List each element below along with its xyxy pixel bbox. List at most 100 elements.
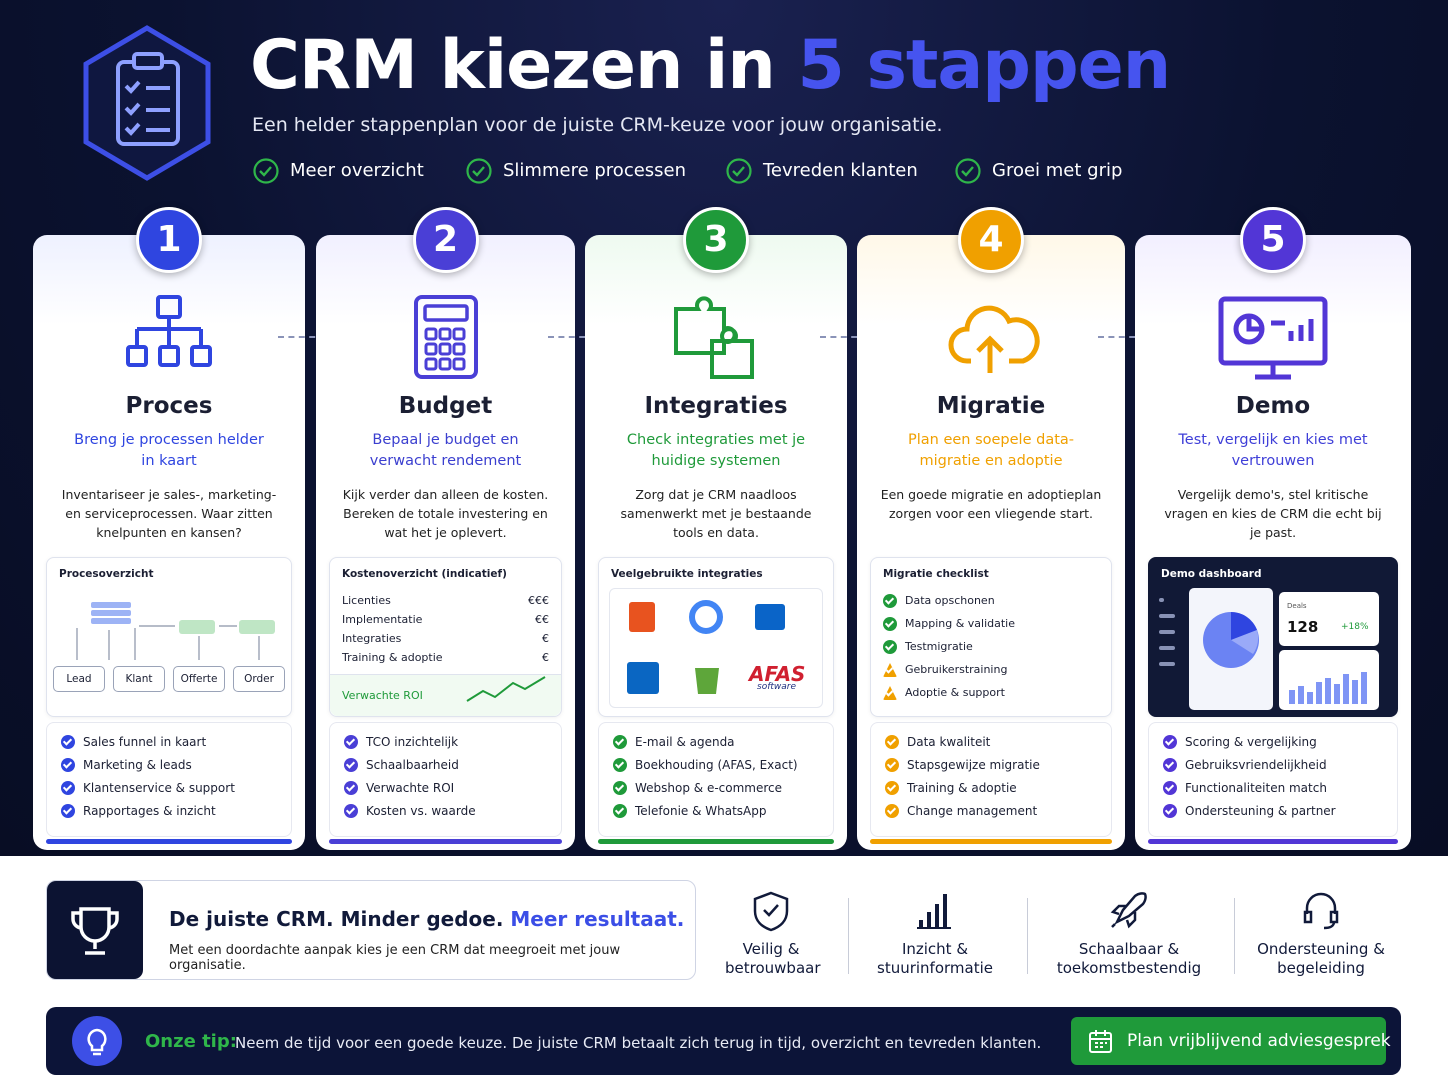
feature-icon: [1109, 890, 1149, 936]
title: CRM kiezen in 5 stappen: [250, 26, 1171, 105]
benefit-check: [954, 158, 982, 195]
step-icon-svg: [1218, 296, 1328, 380]
kpi-box: [1279, 592, 1379, 646]
check-text: Data kwaliteit: [907, 735, 991, 749]
process-node: Lead: [53, 666, 105, 692]
side-item: [1159, 630, 1175, 634]
process-node: Klant: [113, 666, 165, 692]
step-icon: [1217, 295, 1329, 389]
check-item: Boekhouding (AFAS, Exact): [613, 755, 798, 775]
kpi-value: 128: [1287, 618, 1319, 636]
afas-sub: software: [757, 682, 797, 692]
step-description: Zorg dat je CRM naadloos samenwerkt met …: [620, 487, 812, 540]
feature-label: Ondersteuning & begeleiding: [1257, 940, 1385, 977]
step-icon-svg: [948, 305, 1040, 373]
calendar-icon: [1089, 1030, 1112, 1053]
check-icon: [344, 735, 358, 749]
feature-icon-svg: [917, 894, 951, 929]
accent-bar: [46, 839, 292, 844]
step-number: 5: [1240, 207, 1306, 273]
feature-icon-svg: [1303, 892, 1339, 930]
check-item: Verwachte ROI: [344, 778, 454, 798]
step-panel: Migratie checklist Data opschonen Mapping …: [870, 557, 1112, 717]
check-icon: [1163, 735, 1177, 749]
cost-value: €: [542, 651, 549, 664]
feature-label: Veilig & betrouwbaar: [725, 940, 821, 977]
benefit: Slimmere processen: [465, 157, 686, 185]
feature-label: Schaalbaar & toekomstbestendig: [1056, 940, 1202, 977]
benefit-check-svg: [955, 158, 981, 184]
step-title: Budget: [398, 393, 493, 419]
feature-icon-svg: [753, 891, 789, 932]
banner-title: De juiste CRM. Minder gedoe. Meer result…: [169, 907, 684, 931]
bar-mini: [1307, 692, 1313, 704]
cta-button[interactable]: Plan vrijblijvend adviesgesprek: [1071, 1017, 1391, 1065]
check-item: Scoring & vergelijking: [1163, 732, 1317, 752]
check-text: Scoring & vergelijking: [1185, 735, 1317, 749]
feature-divider: [1234, 898, 1235, 974]
step-checklist: E-mail & agenda Boekhouding (AFAS, Exact)…: [598, 722, 834, 837]
bulb-svg: [87, 1028, 107, 1056]
cost-label: Training & adoptie: [342, 651, 443, 664]
check-item: Change management: [885, 801, 1037, 821]
cost-label: Implementatie: [342, 613, 423, 626]
check-text: Ondersteuning & partner: [1185, 804, 1336, 818]
check-item: Marketing & leads: [61, 755, 192, 775]
benefit-text: Slimmere processen: [503, 160, 687, 181]
check-icon: [613, 735, 627, 749]
item-text: Adoptie & support: [905, 686, 1005, 699]
panel-title: Migratie checklist: [883, 568, 989, 580]
step-card: 2 Budget Bepaal je budget en verwacht rend…: [316, 207, 575, 850]
check-icon: [1163, 804, 1177, 818]
title-accent: 5 stappen: [797, 26, 1171, 105]
item-text: Gebruikerstraining: [905, 663, 1008, 676]
roi-line: [465, 675, 549, 708]
step-title: Proces: [125, 393, 213, 419]
step-icon-svg: [413, 295, 478, 379]
check-text: E-mail & agenda: [635, 735, 735, 749]
step-subtitle: Bepaal je budget en verwacht rendement: [369, 432, 522, 469]
check-icon: [61, 758, 75, 772]
flow-box: [91, 618, 131, 624]
step-panel: Procesoverzicht Lead Klant Offerte Order: [46, 557, 292, 717]
roi-strip: [330, 674, 561, 716]
step-description: Vergelijk demo's, stel kritische vragen …: [1164, 487, 1382, 540]
check-icon: [344, 781, 358, 795]
accent-bar: [1148, 839, 1398, 844]
panel-title: Veelgebruikte integraties: [611, 568, 763, 580]
step-panel: Veelgebruikte integraties AFAS software: [598, 557, 834, 717]
integration-logo-svg: [755, 604, 785, 630]
step-icon: [935, 295, 1047, 389]
pie: [1201, 610, 1261, 673]
bar-mini: [1289, 690, 1295, 704]
integration-logo-svg: [627, 662, 659, 694]
benefit-check-svg: [253, 158, 279, 184]
check-item: E-mail & agenda: [613, 732, 735, 752]
panel-title: Demo dashboard: [1161, 568, 1262, 580]
step-panel: Kostenoverzicht (indicatief) Licenties €€€…: [329, 557, 562, 717]
feature-icon-svg: [1110, 892, 1147, 929]
step-title: Demo: [1235, 393, 1311, 419]
check-item: Functionaliteiten match: [1163, 778, 1327, 798]
integration-logo: [751, 598, 791, 641]
bulb-icon: [72, 1016, 122, 1066]
integration-logo: [623, 598, 663, 641]
integration-logo: [687, 598, 727, 641]
check-text: Training & adoptie: [907, 781, 1017, 795]
afas-logo: AFAS: [749, 662, 806, 686]
item-text: Testmigratie: [905, 640, 973, 653]
tip-text: Neem de tijd voor een goede keuze. De ju…: [235, 1034, 1042, 1052]
trophy-icon: [71, 907, 119, 955]
check-text: Boekhouding (AFAS, Exact): [635, 758, 798, 772]
step-arrow: [548, 336, 606, 338]
step-icon: [390, 295, 502, 389]
step-description: Kijk verder dan alleen de kosten. Bereke…: [342, 487, 549, 540]
migration-item: Testmigratie: [883, 637, 973, 657]
benefit-check-svg: [466, 158, 492, 184]
bar-mini: [1325, 678, 1331, 704]
check-item: Rapportages & inzicht: [61, 801, 216, 821]
status-icon: [883, 663, 897, 677]
check-icon: [1163, 781, 1177, 795]
check-icon: [1163, 758, 1177, 772]
